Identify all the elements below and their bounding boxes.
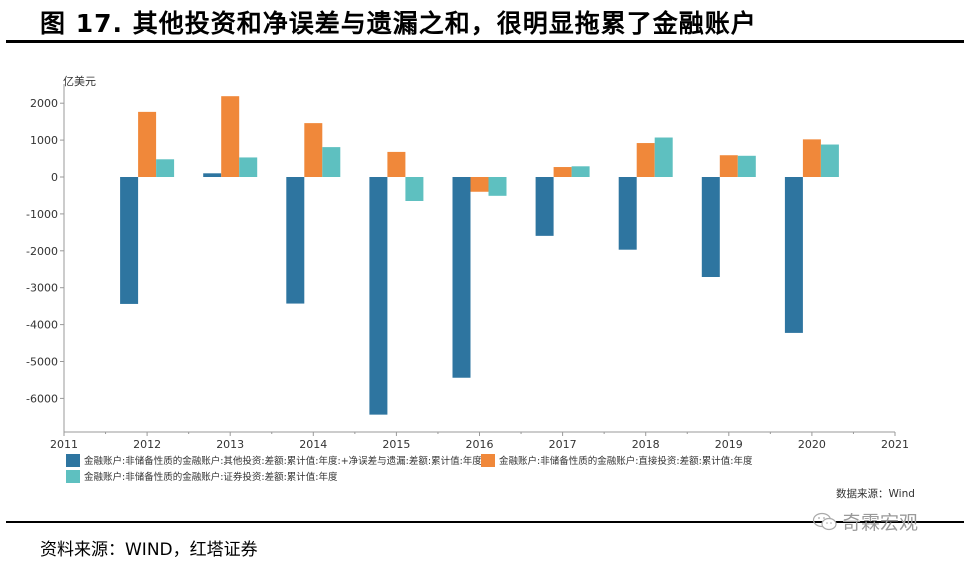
bars bbox=[120, 96, 839, 415]
y-tick-label: -5000 bbox=[26, 356, 58, 369]
bar-2018-series-2 bbox=[654, 137, 673, 177]
x-tick-label: 2014 bbox=[299, 438, 327, 450]
x-tick-label: 2017 bbox=[549, 438, 577, 450]
watermark-text: 奇霖宏观 bbox=[842, 512, 919, 534]
chart-data-source: 数据来源：Wind bbox=[836, 488, 915, 500]
bar-2017-series-0 bbox=[535, 177, 554, 236]
y-tick-label: -1000 bbox=[26, 208, 58, 221]
watermark: 奇霖宏观 bbox=[812, 508, 918, 535]
legend-label: 金融账户:非储备性质的金融账户:证券投资:差额:累计值:年度 bbox=[84, 472, 338, 483]
y-tick-label: 1000 bbox=[30, 134, 58, 147]
legend-label: 金融账户:非储备性质的金融账户:直接投资:差额:累计值:年度 bbox=[499, 456, 753, 467]
bar-2015-series-0 bbox=[369, 177, 388, 415]
bar-2018-series-0 bbox=[618, 177, 637, 250]
bar-2013-series-0 bbox=[203, 173, 222, 177]
figure-source: 资料来源：WIND，红塔证券 bbox=[40, 540, 258, 560]
x-tick-label: 2013 bbox=[216, 438, 244, 450]
bar-2017-series-1 bbox=[553, 167, 572, 177]
y-tick-label: 0 bbox=[51, 171, 58, 184]
y-tick-label: -3000 bbox=[26, 282, 58, 295]
axes: 2000 1000 0 -1000 -2000 -3000 -4000 -5000 -6000 2… bbox=[26, 84, 909, 450]
x-tick-label: 2018 bbox=[632, 438, 660, 450]
bottom-rule bbox=[6, 521, 964, 523]
y-tick-label: -2000 bbox=[26, 245, 58, 258]
y-axis-label: 亿美元 bbox=[63, 75, 96, 88]
bar-2019-series-1 bbox=[719, 155, 738, 177]
legend-item-portfolio-investment: 金融账户:非储备性质的金融账户:证券投资:差额:累计值:年度 bbox=[66, 469, 338, 483]
x-tick-label: 2015 bbox=[382, 438, 410, 450]
bar-2016-series-0 bbox=[452, 177, 471, 378]
bar-2014-series-0 bbox=[286, 177, 305, 304]
x-tick-label: 2016 bbox=[466, 438, 494, 450]
legend-swatch bbox=[481, 453, 495, 467]
bar-2014-series-1 bbox=[304, 123, 323, 177]
bar-2017-series-2 bbox=[571, 166, 590, 177]
bar-2016-series-2 bbox=[488, 177, 507, 196]
legend-swatch bbox=[66, 469, 80, 483]
legend-swatch bbox=[66, 453, 80, 467]
figure-title: 图 17. 其他投资和净误差与遗漏之和，很明显拖累了金融账户 bbox=[40, 9, 757, 38]
x-tick-label: 2021 bbox=[881, 438, 909, 450]
bar-chart: 2000 1000 0 -1000 -2000 -3000 -4000 -5000 -6000 2… bbox=[26, 75, 909, 450]
wechat-icon bbox=[812, 512, 837, 530]
legend-label: 金融账户:非储备性质的金融账户:其他投资:差额:累计值:年度:+净误差与遗漏:差… bbox=[84, 456, 482, 467]
bar-2020-series-2 bbox=[820, 144, 839, 177]
y-tick-label: 2000 bbox=[30, 97, 58, 110]
y-tick-label: -6000 bbox=[26, 392, 58, 405]
bar-2016-series-1 bbox=[470, 177, 489, 192]
bar-2015-series-1 bbox=[387, 151, 406, 177]
bar-2014-series-2 bbox=[322, 147, 341, 177]
bar-2019-series-0 bbox=[701, 177, 720, 277]
y-tick-label: -4000 bbox=[26, 319, 58, 332]
x-tick-label: 2019 bbox=[715, 438, 743, 450]
bar-2013-series-2 bbox=[239, 157, 258, 177]
x-tick-label: 2020 bbox=[798, 438, 826, 450]
bar-2018-series-1 bbox=[636, 143, 655, 177]
legend-item-direct-investment: 金融账户:非储备性质的金融账户:直接投资:差额:累计值:年度 bbox=[481, 453, 753, 467]
bar-2015-series-2 bbox=[405, 177, 424, 201]
bar-2020-series-0 bbox=[784, 177, 803, 333]
legend-item-other-investment: 金融账户:非储备性质的金融账户:其他投资:差额:累计值:年度:+净误差与遗漏:差… bbox=[66, 453, 482, 467]
top-rule bbox=[6, 40, 964, 43]
x-tick-label: 2012 bbox=[133, 438, 161, 450]
bar-2012-series-2 bbox=[156, 159, 175, 177]
bar-2020-series-1 bbox=[802, 139, 821, 177]
bar-2019-series-2 bbox=[737, 155, 756, 177]
x-tick-label: 2011 bbox=[50, 438, 78, 450]
bar-2012-series-1 bbox=[138, 111, 157, 177]
bar-2012-series-0 bbox=[120, 177, 139, 304]
bar-2013-series-1 bbox=[221, 96, 240, 177]
